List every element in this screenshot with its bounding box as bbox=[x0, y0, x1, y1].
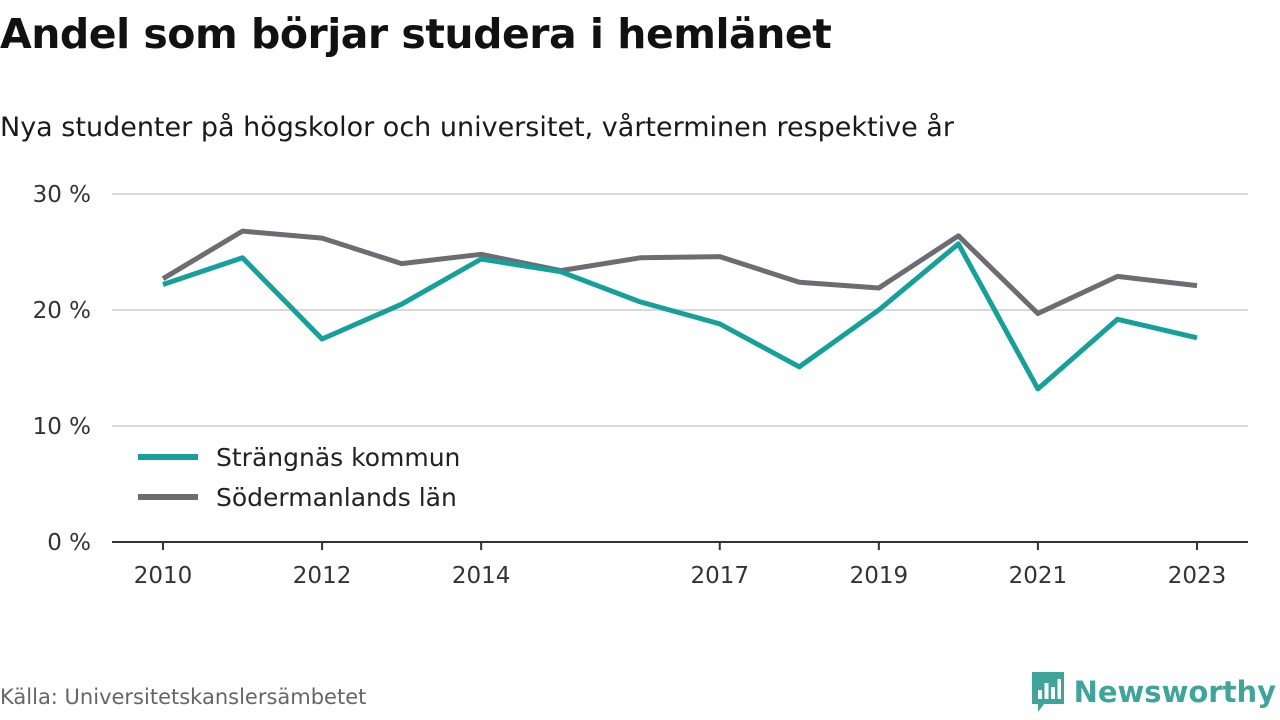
x-tick-label: 2019 bbox=[850, 563, 909, 589]
x-axis-tick-labels: 2010 2012 2014 2017 2019 2021 2023 bbox=[134, 563, 1227, 589]
x-tick-label: 2010 bbox=[134, 563, 193, 589]
x-tick-label: 2021 bbox=[1009, 563, 1068, 589]
x-tick-label: 2012 bbox=[293, 563, 352, 589]
x-axis bbox=[112, 541, 1248, 550]
y-tick-label: 20 % bbox=[33, 298, 91, 324]
chart-title: Andel som börjar studera i hemlänet bbox=[0, 10, 832, 58]
series-line bbox=[161, 228, 1198, 316]
source-note: Källa: Universitetskanslersämbetet bbox=[0, 685, 367, 709]
legend-label: Södermanlands län bbox=[216, 483, 457, 512]
grid-lines bbox=[112, 193, 1248, 427]
bar-chart-speech-bubble-icon bbox=[1031, 672, 1064, 712]
series-lines bbox=[161, 228, 1198, 392]
x-tick-label: 2017 bbox=[690, 563, 749, 589]
legend-label: Strängnäs kommun bbox=[216, 443, 460, 472]
legend: Strängnäs kommun Södermanlands län bbox=[138, 443, 460, 512]
series-line bbox=[162, 241, 1198, 392]
chart-subtitle: Nya studenter på högskolor och universit… bbox=[0, 112, 954, 143]
x-tick-label: 2014 bbox=[452, 563, 511, 589]
x-tick-label: 2023 bbox=[1168, 563, 1227, 589]
y-tick-label: 10 % bbox=[33, 414, 91, 440]
brand-name: Newsworthy bbox=[1073, 675, 1276, 709]
y-tick-label: 0 % bbox=[47, 530, 91, 556]
y-axis-tick-labels: 0 % 10 % 20 % 30 % bbox=[33, 182, 91, 556]
y-tick-label: 30 % bbox=[33, 182, 91, 208]
brand-logo: Newsworthy bbox=[1030, 670, 1276, 714]
